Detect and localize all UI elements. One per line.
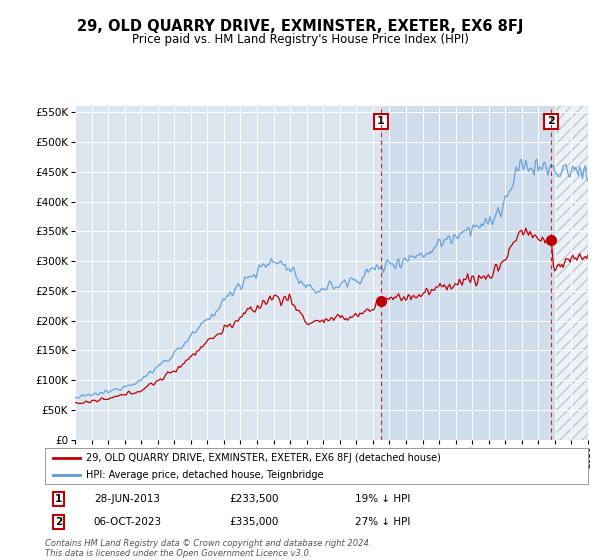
Text: 29, OLD QUARRY DRIVE, EXMINSTER, EXETER, EX6 8FJ: 29, OLD QUARRY DRIVE, EXMINSTER, EXETER,… [77,19,523,34]
Text: 27% ↓ HPI: 27% ↓ HPI [355,517,410,527]
Text: 2: 2 [547,116,555,127]
Text: 2: 2 [55,517,62,527]
Text: 06-OCT-2023: 06-OCT-2023 [94,517,162,527]
Text: Price paid vs. HM Land Registry's House Price Index (HPI): Price paid vs. HM Land Registry's House … [131,32,469,46]
Text: 19% ↓ HPI: 19% ↓ HPI [355,494,410,504]
Text: 28-JUN-2013: 28-JUN-2013 [94,494,160,504]
Text: Contains HM Land Registry data © Crown copyright and database right 2024.
This d: Contains HM Land Registry data © Crown c… [45,539,371,558]
Bar [555,106,588,440]
Text: £233,500: £233,500 [230,494,279,504]
Bar [381,106,555,440]
Text: 29, OLD QUARRY DRIVE, EXMINSTER, EXETER, EX6 8FJ (detached house): 29, OLD QUARRY DRIVE, EXMINSTER, EXETER,… [86,453,440,463]
Text: 1: 1 [55,494,62,504]
Text: 1: 1 [377,116,385,127]
Bar [555,106,588,440]
Text: HPI: Average price, detached house, Teignbridge: HPI: Average price, detached house, Teig… [86,470,323,480]
Text: £335,000: £335,000 [230,517,279,527]
